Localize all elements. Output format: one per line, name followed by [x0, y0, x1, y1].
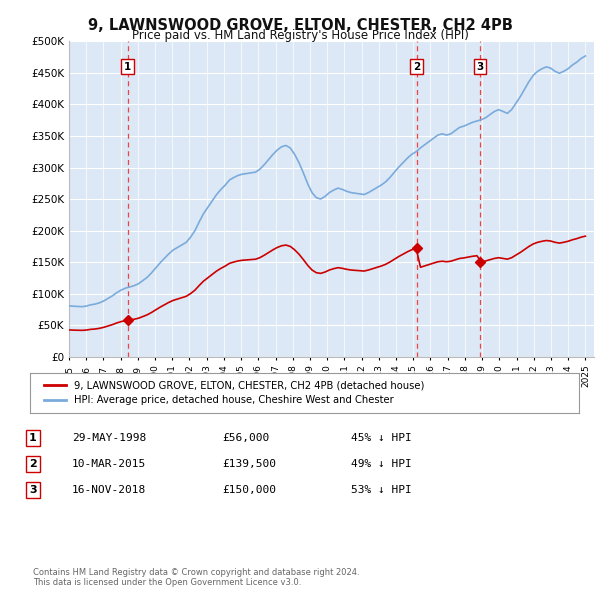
Text: £56,000: £56,000 [222, 434, 269, 443]
Text: £139,500: £139,500 [222, 460, 276, 469]
Text: 3: 3 [29, 486, 37, 495]
Legend: 9, LAWNSWOOD GROVE, ELTON, CHESTER, CH2 4PB (detached house), HPI: Average price: 9, LAWNSWOOD GROVE, ELTON, CHESTER, CH2 … [40, 376, 429, 409]
Text: 2: 2 [29, 460, 37, 469]
Text: 9, LAWNSWOOD GROVE, ELTON, CHESTER, CH2 4PB: 9, LAWNSWOOD GROVE, ELTON, CHESTER, CH2 … [88, 18, 512, 32]
Text: 2: 2 [413, 61, 420, 71]
Text: 1: 1 [124, 61, 131, 71]
Text: £150,000: £150,000 [222, 486, 276, 495]
Text: Price paid vs. HM Land Registry's House Price Index (HPI): Price paid vs. HM Land Registry's House … [131, 30, 469, 42]
Text: 29-MAY-1998: 29-MAY-1998 [72, 434, 146, 443]
Text: Contains HM Land Registry data © Crown copyright and database right 2024.
This d: Contains HM Land Registry data © Crown c… [33, 568, 359, 587]
Text: 1: 1 [29, 434, 37, 443]
Text: 10-MAR-2015: 10-MAR-2015 [72, 460, 146, 469]
Text: 49% ↓ HPI: 49% ↓ HPI [351, 460, 412, 469]
Text: 45% ↓ HPI: 45% ↓ HPI [351, 434, 412, 443]
Text: 53% ↓ HPI: 53% ↓ HPI [351, 486, 412, 495]
Text: 3: 3 [476, 61, 484, 71]
Text: 16-NOV-2018: 16-NOV-2018 [72, 486, 146, 495]
